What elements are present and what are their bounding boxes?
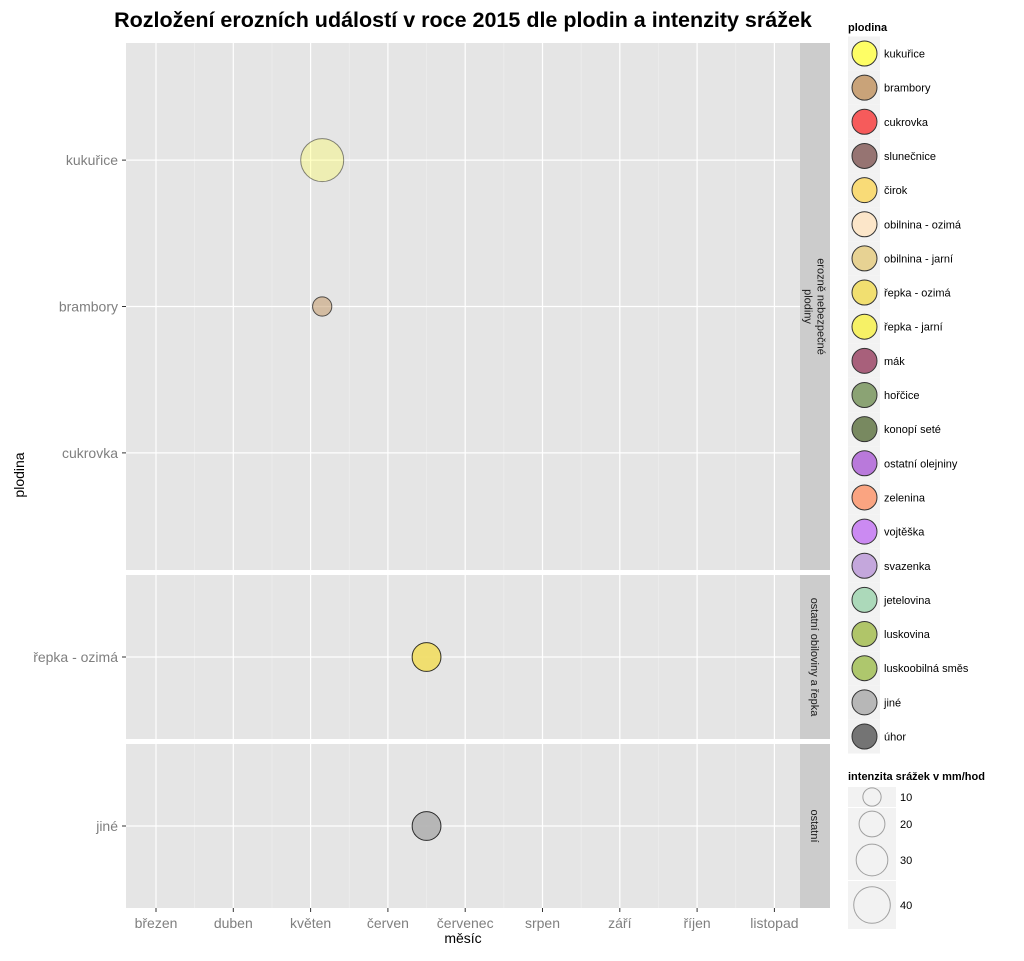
legend-size-label: 10 bbox=[900, 792, 912, 804]
legend-fill-label: brambory bbox=[884, 83, 931, 95]
x-tick-label: červen bbox=[367, 915, 409, 931]
legend-fill-key bbox=[851, 484, 878, 511]
legend-fill-key bbox=[851, 621, 878, 648]
legend-fill-label: úhor bbox=[884, 732, 906, 744]
legend-fill-label: řepka - jarní bbox=[884, 322, 943, 334]
x-tick-label: červenec bbox=[437, 915, 494, 931]
legend-size-title: intenzita srážek v mm/hod bbox=[848, 771, 985, 783]
legend-fill-label: svazenka bbox=[884, 561, 931, 573]
legend-size-key bbox=[855, 843, 889, 877]
y-tick-label: řepka - ozimá bbox=[33, 649, 118, 665]
legend-fill-key bbox=[851, 552, 878, 579]
facet-strip-label: ostatní obiloviny a řepka bbox=[808, 598, 820, 718]
legend-fill-label: obilnina - ozimá bbox=[884, 219, 962, 231]
legend-fill-label: cukrovka bbox=[884, 117, 929, 129]
x-tick-label: březen bbox=[135, 915, 178, 931]
facet-strip bbox=[800, 575, 830, 739]
legend-fill-key bbox=[851, 416, 878, 443]
data-point bbox=[411, 642, 442, 672]
y-tick-label: cukrovka bbox=[62, 445, 118, 461]
x-tick-label: duben bbox=[214, 915, 253, 931]
legend-fill-title: plodina bbox=[848, 22, 888, 34]
legend-fill-label: luskoobilná směs bbox=[884, 663, 969, 675]
facet-strip-label-line: plodiny bbox=[802, 289, 814, 324]
legend-fill-label: kukuřice bbox=[884, 49, 925, 61]
legend-fill-key bbox=[851, 313, 878, 340]
y-tick-label: jiné bbox=[95, 818, 118, 834]
legend-size-key bbox=[862, 787, 882, 807]
legend-fill-label: řepka - ozimá bbox=[884, 288, 952, 300]
legend-fill-key bbox=[851, 40, 878, 67]
y-axis-label: plodina bbox=[11, 452, 27, 497]
data-point bbox=[300, 138, 345, 183]
x-axis-ticks: březen duben květen červen červenec srpen září… bbox=[135, 908, 799, 931]
legend-size-key bbox=[858, 810, 886, 838]
legend-fill-label: konopí seté bbox=[884, 424, 941, 436]
x-tick-label: listopad bbox=[750, 915, 798, 931]
x-tick-label: září bbox=[608, 915, 631, 931]
x-tick-label: říjen bbox=[683, 915, 710, 931]
legend-fill-key bbox=[851, 245, 878, 272]
facet-panel-2: řepka - ozimá ostatní obiloviny a řepka bbox=[33, 575, 830, 739]
legend-fill-label: ostatní olejniny bbox=[884, 458, 958, 470]
legend-intenzita: intenzita srážek v mm/hod 10 20 30 40 bbox=[848, 771, 985, 929]
legend-fill-key bbox=[851, 655, 878, 682]
facet-strip-label-line: ostatní obiloviny a řepka bbox=[808, 598, 820, 718]
legend-fill-key bbox=[851, 74, 878, 101]
y-tick-label: kukuřice bbox=[66, 152, 118, 168]
facet-strip-label: erozně nebezpečnéplodiny bbox=[802, 258, 827, 355]
legend-fill-label: mák bbox=[884, 356, 905, 368]
legend-fill-label: zelenina bbox=[884, 492, 926, 504]
legend-size-label: 30 bbox=[900, 855, 912, 867]
legend-fill-key bbox=[851, 177, 878, 204]
legend-fill-label: jiné bbox=[883, 697, 901, 709]
y-tick-label: brambory bbox=[59, 299, 118, 315]
facet-strip bbox=[800, 43, 830, 570]
legend-size-key bbox=[853, 886, 891, 924]
facet-panel-1: kukuřice brambory cukrovka erozně nebezpečn… bbox=[59, 43, 830, 570]
legend-fill-key bbox=[851, 211, 878, 238]
legend-fill-key bbox=[851, 279, 878, 306]
legend-fill-key bbox=[851, 689, 878, 716]
x-axis-label: měsíc bbox=[444, 930, 481, 946]
facet-strip bbox=[800, 744, 830, 908]
legend-size-label: 40 bbox=[900, 900, 912, 912]
data-point bbox=[411, 811, 442, 841]
legend-fill-key bbox=[851, 347, 878, 374]
legend-fill-key bbox=[851, 586, 878, 613]
legend-plodina: plodina kukuřice brambory cukrovka slunečni… bbox=[848, 22, 969, 754]
legend-fill-label: luskovina bbox=[884, 629, 931, 641]
x-tick-label: květen bbox=[290, 915, 331, 931]
x-tick-label: srpen bbox=[525, 915, 560, 931]
legend-fill-label: slunečnice bbox=[884, 151, 936, 163]
legend-fill-key bbox=[851, 382, 878, 408]
legend-fill-label: obilnina - jarní bbox=[884, 253, 953, 265]
legend-fill-key bbox=[851, 108, 878, 135]
legend-fill-label: čirok bbox=[884, 185, 908, 197]
facet-panels: kukuřice brambory cukrovka erozně nebezpečn… bbox=[33, 43, 830, 908]
legend-fill-key bbox=[851, 723, 878, 750]
data-point bbox=[312, 296, 333, 317]
legend-fill-label: vojtěška bbox=[884, 527, 925, 539]
facet-strip-label-line: erozně nebezpečné bbox=[815, 258, 827, 355]
chart-title: Rozložení erozních událostí v roce 2015 … bbox=[114, 8, 812, 32]
facet-strip-label: ostatní bbox=[808, 809, 820, 842]
legend-fill-label: hořčice bbox=[884, 390, 919, 402]
data-points bbox=[300, 138, 442, 841]
legend-fill-key bbox=[851, 518, 878, 545]
legend-size-label: 20 bbox=[900, 819, 912, 831]
legend-fill-label: jetelovina bbox=[883, 595, 931, 607]
facet-strip-label-line: ostatní bbox=[808, 809, 820, 842]
legend-fill-key bbox=[851, 450, 878, 477]
facet-panel-3: jiné ostatní bbox=[95, 744, 830, 908]
legend-fill-key bbox=[851, 142, 878, 169]
